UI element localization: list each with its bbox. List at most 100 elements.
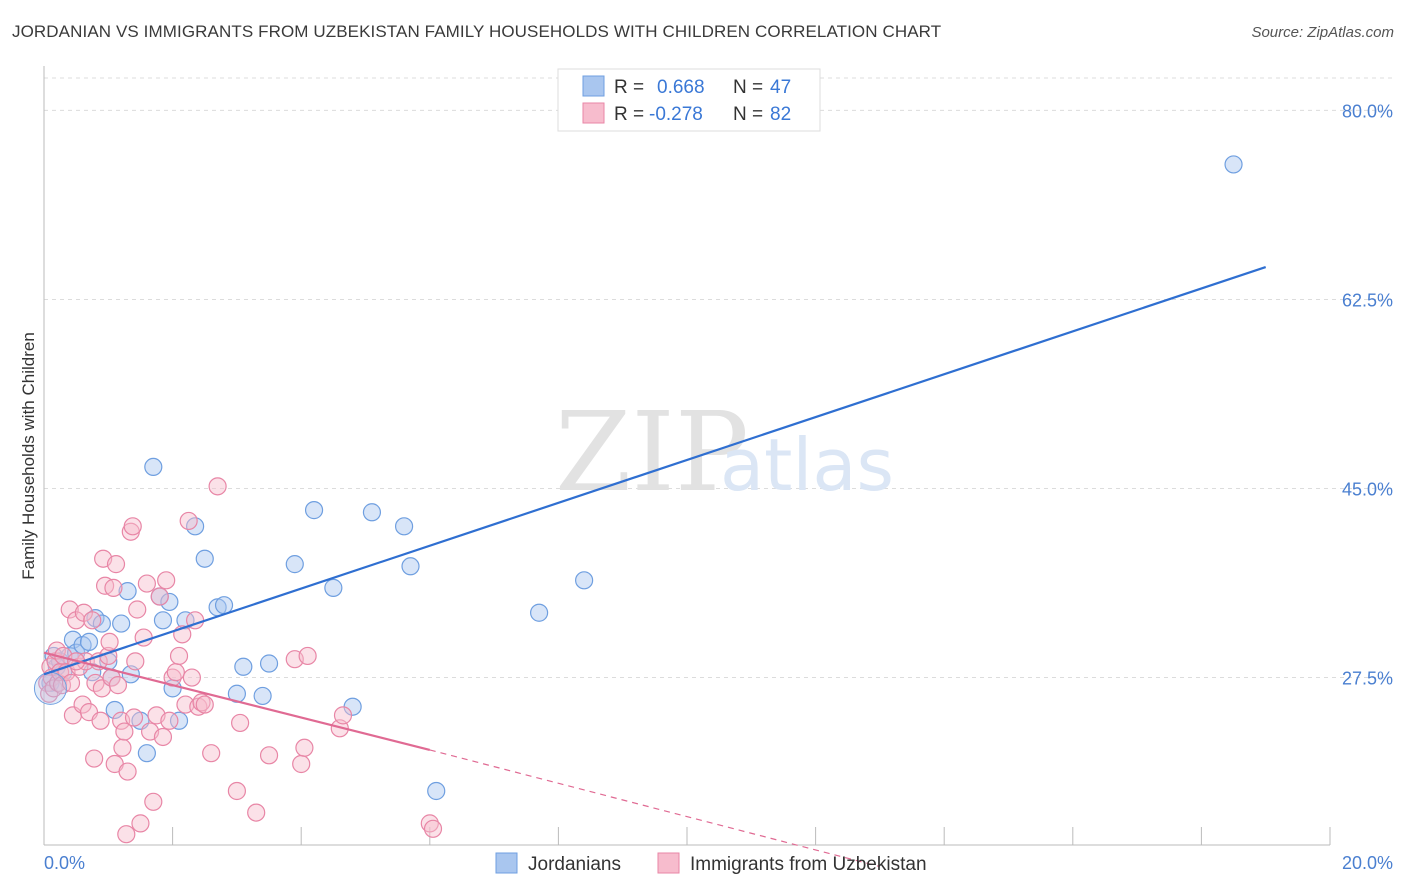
point-uzbekistan-57 (166, 663, 185, 682)
point-uzbekistan-70 (231, 713, 250, 733)
point-uzbekistan-12 (60, 600, 79, 619)
legend-swatch-uzbekistan (582, 102, 605, 124)
point-uzbekistan-72 (259, 746, 279, 765)
point-uzbekistan-80 (423, 819, 443, 838)
point-jordanian-40 (362, 503, 382, 522)
point-uzbekistan-69 (227, 781, 246, 801)
point-uzbekistan-76 (298, 646, 317, 666)
legend-r-value-2: -0.278 (649, 104, 703, 125)
trend-layer (43, 266, 1267, 868)
point-uzbekistan-67 (202, 744, 221, 763)
point-uzbekistan-54 (157, 571, 176, 590)
point-jordanian-33 (234, 657, 253, 676)
point-jordanian-31 (214, 596, 234, 615)
point-uzbekistan-44 (126, 652, 145, 671)
legend-swatch-jordanians (582, 75, 605, 97)
point-uzbekistan-48 (137, 574, 156, 593)
trend-line-jordanians (43, 266, 1267, 676)
legend-r-label-1: R = (614, 77, 644, 98)
y-tick-label-1: 45.0% (1342, 480, 1393, 500)
point-jordanian-21 (144, 457, 163, 477)
point-uzbekistan-53 (153, 727, 173, 747)
point-uzbekistan-42 (123, 517, 142, 536)
chart-source: Source: ZipAtlas.com (1251, 24, 1394, 41)
watermark-zip: ZIP (555, 388, 749, 516)
point-jordanian-45 (575, 571, 594, 590)
point-jordanian-34 (253, 686, 272, 706)
point-jordanian-38 (324, 578, 343, 597)
legend-n-label-2: N = (733, 104, 763, 125)
x-tick-label-max: 20.0% (1342, 853, 1393, 873)
point-jordanian-29 (195, 549, 214, 568)
legend-n-label-1: N = (733, 77, 763, 98)
bottom-legend-label-uzbekistan: Immigrants from Uzbekistan (690, 854, 927, 875)
bottom-legend: Jordanians Immigrants from Uzbekistan (495, 852, 927, 875)
point-jordanian-23 (153, 611, 173, 630)
trend-line-uzbekistan (43, 651, 431, 752)
point-jordanian-35 (259, 654, 279, 673)
point-jordanian-42 (401, 557, 420, 576)
point-uzbekistan-55 (160, 711, 179, 730)
point-uzbekistan-50 (144, 792, 163, 811)
point-uzbekistan-66 (195, 695, 214, 714)
point-uzbekistan-62 (182, 668, 201, 687)
point-uzbekistan-74 (292, 754, 311, 774)
y-axis-label: Family Households with Children (19, 332, 38, 580)
point-uzbekistan-38 (115, 722, 134, 741)
point-jordanian-cluster (33, 671, 67, 705)
point-uzbekistan-32 (104, 578, 123, 597)
trend-line-uzbekistan-extrapolated (429, 749, 881, 868)
point-uzbekistan-79 (420, 814, 439, 833)
point-jordanian-37 (304, 501, 324, 520)
point-uzbekistan-68 (208, 477, 227, 496)
point-uzbekistan-45 (128, 600, 147, 619)
point-jordanian-20 (137, 744, 156, 763)
point-uzbekistan-71 (247, 803, 266, 822)
axes (43, 66, 1331, 846)
legend-r-label-2: R = (614, 104, 644, 125)
point-uzbekistan-52 (150, 587, 169, 606)
point-uzbekistan-61 (179, 511, 198, 531)
point-uzbekistan-58 (169, 646, 189, 666)
point-jordanian-44 (530, 603, 549, 622)
point-jordanian-26 (169, 711, 189, 730)
point-uzbekistan-21 (83, 611, 102, 630)
point-uzbekistan-25 (91, 711, 110, 730)
point-uzbekistan-65 (192, 693, 211, 712)
point-jordanian-36 (285, 555, 304, 574)
legend-r-value-1: 0.668 (657, 77, 705, 98)
point-jordanian-9 (79, 632, 99, 652)
point-uzbekistan-37 (113, 738, 132, 757)
gridlines (44, 77, 1393, 679)
legend-n-value-2: 82 (770, 104, 791, 125)
x-tick-label-min: 0.0% (44, 853, 85, 873)
point-uzbekistan-75 (295, 738, 314, 757)
point-uzbekistan-35 (108, 676, 128, 695)
point-uzbekistan-43 (124, 708, 144, 727)
y-tick-label-2: 62.5% (1342, 290, 1393, 310)
legend-box: R = 0.668 N = 47 R = -0.278 N = 82 (557, 68, 821, 132)
bottom-legend-label-jordanians: Jordanians (528, 854, 621, 875)
point-uzbekistan-17 (73, 695, 92, 714)
bottom-legend-swatch-uzbekistan (657, 852, 680, 874)
y-tick-label-0: 27.5% (1342, 669, 1393, 689)
point-uzbekistan-15 (67, 611, 86, 630)
point-jordanian-27 (176, 611, 195, 630)
point-jordanian-46 (1224, 155, 1243, 174)
point-uzbekistan-34 (106, 555, 126, 574)
point-jordanian-41 (394, 517, 414, 536)
point-jordanian-43 (427, 781, 446, 801)
point-uzbekistan-39 (117, 825, 136, 844)
legend-n-value-1: 47 (770, 77, 791, 98)
point-jordanian-17 (118, 582, 137, 601)
point-jordanian-15 (105, 700, 124, 720)
watermark-atlas: atlas (720, 423, 894, 507)
point-jordanian-16 (112, 614, 131, 633)
point-jordanian-24 (160, 592, 179, 612)
point-uzbekistan-22 (85, 749, 104, 768)
chart-title: JORDANIAN VS IMMIGRANTS FROM UZBEKISTAN … (12, 22, 942, 41)
point-uzbekistan-30 (100, 632, 119, 652)
y-tick-label-3: 80.0% (1342, 101, 1393, 121)
point-uzbekistan-78 (333, 706, 353, 725)
